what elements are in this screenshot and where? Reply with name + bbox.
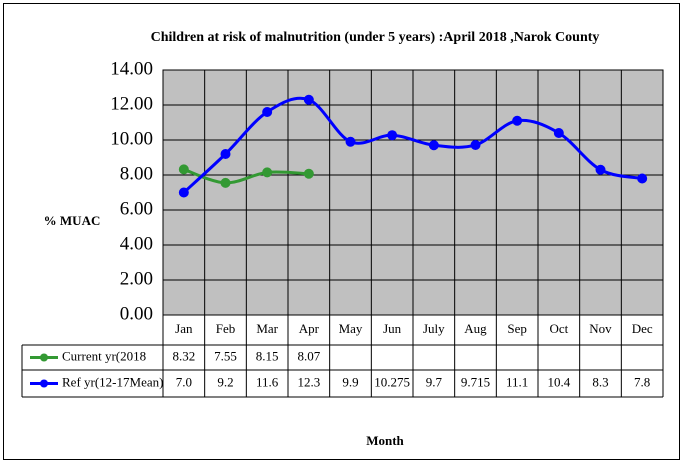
x-tick-label: Nov	[589, 321, 612, 336]
legend-label: Ref yr(12-17Mean)	[62, 374, 163, 389]
table-value: 8.15	[256, 348, 279, 363]
legend-label: Current yr(2018	[62, 348, 146, 363]
marker	[428, 140, 439, 151]
x-tick-label: Mar	[256, 321, 278, 336]
table-value: 9.715	[461, 374, 490, 389]
marker	[220, 177, 231, 188]
marker	[637, 173, 648, 184]
table-value: 9.7	[426, 374, 443, 389]
y-tick-label: 4.00	[120, 233, 153, 254]
x-tick-label: July	[423, 321, 445, 336]
marker	[345, 136, 356, 147]
y-tick-label: 6.00	[120, 198, 153, 219]
y-tick-label: 2.00	[120, 268, 153, 289]
x-tick-label: Oct	[549, 321, 568, 336]
table-value: 9.2	[217, 374, 233, 389]
x-axis-label: Month	[366, 433, 404, 448]
y-axis-label: % MUAC	[44, 213, 101, 228]
marker	[512, 115, 523, 126]
table-value: 10.4	[547, 374, 570, 389]
table-value: 8.32	[172, 348, 195, 363]
y-tick-label: 0.00	[120, 303, 153, 324]
marker	[178, 164, 189, 175]
legend-marker	[40, 353, 48, 362]
chart-title: Children at risk of malnutrition (under …	[151, 30, 600, 45]
marker	[303, 168, 314, 179]
y-tick-label: 8.00	[120, 163, 153, 184]
y-tick-label: 12.00	[110, 93, 153, 114]
table-value: 8.3	[592, 374, 608, 389]
legend-marker	[40, 379, 48, 388]
x-tick-label: Apr	[299, 321, 320, 336]
x-tick-label: Jan	[175, 321, 193, 336]
table-value: 9.9	[342, 374, 358, 389]
marker	[220, 149, 231, 159]
marker	[262, 107, 273, 117]
x-tick-label: Sep	[507, 321, 527, 336]
marker	[262, 167, 273, 178]
marker	[470, 139, 481, 150]
x-tick-label: Jun	[383, 321, 402, 336]
table-value: 8.07	[297, 348, 320, 363]
x-tick-label: Dec	[632, 321, 653, 336]
table-value: 11.6	[256, 374, 279, 389]
table-value: 11.1	[506, 374, 528, 389]
marker	[387, 130, 398, 141]
table-value: 7.0	[176, 374, 192, 389]
x-tick-label: Aug	[464, 321, 487, 336]
y-tick-label: 10.00	[110, 128, 153, 149]
y-tick-label: 14.00	[110, 58, 153, 79]
table-value: 10.275	[374, 374, 410, 389]
marker	[553, 128, 564, 138]
marker	[178, 187, 189, 198]
marker	[595, 164, 606, 175]
table-value: 12.3	[297, 374, 320, 389]
x-tick-label: May	[339, 321, 363, 336]
table-value: 7.55	[214, 348, 237, 363]
marker	[303, 94, 314, 105]
x-tick-label: Feb	[216, 321, 236, 336]
table-value: 7.8	[634, 374, 650, 389]
